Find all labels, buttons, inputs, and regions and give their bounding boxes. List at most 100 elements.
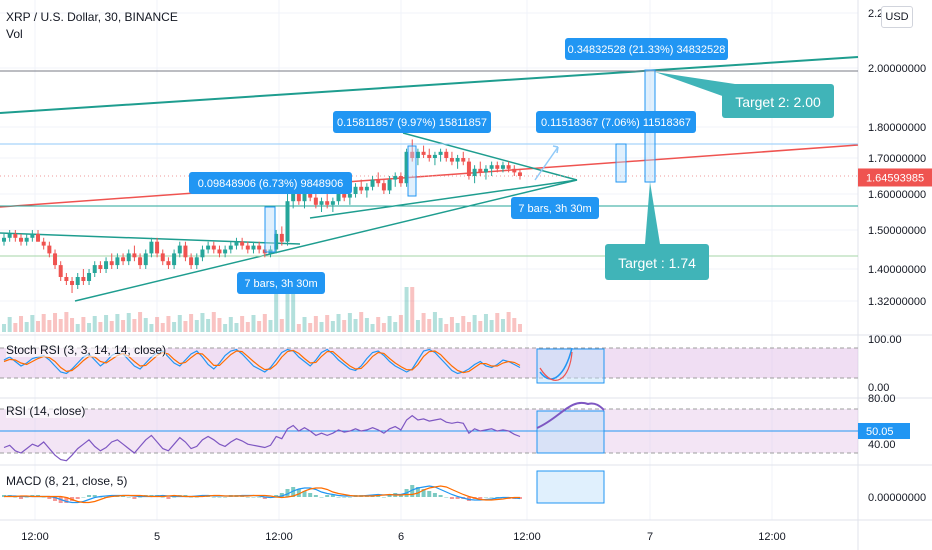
volume-bar <box>81 317 86 332</box>
candles <box>2 139 522 293</box>
currency-button[interactable]: USD <box>881 6 913 28</box>
macd-bar <box>308 493 313 497</box>
volume-bar <box>251 315 256 332</box>
macd-bar <box>194 497 199 498</box>
macd-bar <box>274 495 279 497</box>
candle-body <box>274 233 279 250</box>
macd-bar <box>347 497 352 498</box>
candle-body <box>2 237 6 242</box>
volume-bar <box>506 312 511 332</box>
volume-bar <box>109 321 114 332</box>
price-tick-label: 1.80000000 <box>868 122 926 134</box>
candle-body <box>251 245 256 250</box>
macd-bar <box>81 497 86 498</box>
time-tick-label: 5 <box>154 531 160 543</box>
rsi-axis-value: 50.05 <box>866 426 894 438</box>
rsi-value-badge <box>858 423 910 439</box>
time-axis: 12:00 5 12:00 6 12:00 7 12:00 <box>21 531 786 543</box>
volume-bar <box>194 320 199 332</box>
volume-bar <box>36 321 41 332</box>
volume-bar <box>274 287 279 332</box>
volume-bar <box>478 321 483 332</box>
volume-bar <box>381 323 386 332</box>
volume-bar <box>336 314 341 332</box>
triangle-lower-line <box>74 179 578 302</box>
volume-bar <box>257 321 262 332</box>
candle-body <box>495 165 500 169</box>
volume-bar <box>19 316 24 332</box>
price-tick-label: 1.50000000 <box>868 225 926 237</box>
candle-body <box>177 245 182 254</box>
macd-bar <box>189 497 194 498</box>
callout-3: 0.34832528 (21.33%) 34832528 <box>568 44 726 56</box>
price-tick-label: 2.00000000 <box>868 63 926 75</box>
volume-bar <box>183 321 188 332</box>
pennant-lower-line <box>309 179 578 219</box>
drawings[interactable] <box>0 56 859 302</box>
candle-body <box>245 245 250 250</box>
candle-body <box>70 281 75 285</box>
volume-bar <box>421 313 426 332</box>
candle-body <box>500 165 505 169</box>
volume-bar <box>30 315 35 332</box>
stoch-projection-k <box>539 347 573 380</box>
candle-body <box>206 245 211 250</box>
measure-range-0 <box>264 206 276 253</box>
bars-label-1: 7 bars, 3h 30m <box>518 203 591 215</box>
macd-histogram <box>2 485 522 504</box>
candle-body <box>449 158 454 162</box>
candle-body <box>36 233 41 242</box>
candle-body <box>126 253 131 262</box>
target2-pointer <box>655 72 735 98</box>
candle-body <box>313 197 318 205</box>
volume-bar <box>41 314 46 332</box>
candle-body <box>75 277 80 285</box>
volume-bar <box>138 312 143 332</box>
candle-body <box>472 168 477 176</box>
volume-bar <box>291 287 296 332</box>
macd-label: MACD (8, 21, close, 5) <box>6 474 128 488</box>
volume-bar <box>149 324 154 332</box>
macd-bar <box>421 489 426 497</box>
rsi-line <box>3 414 521 462</box>
candle-body <box>149 241 154 254</box>
volume-bar <box>7 317 12 332</box>
volume-bar <box>245 322 250 332</box>
volume-bar <box>313 316 318 332</box>
candle-body <box>13 233 18 238</box>
stoch-axis-100: 100.00 <box>868 334 902 346</box>
candle-body <box>41 241 46 246</box>
volume-bar <box>172 322 177 332</box>
macd-bar <box>279 493 284 497</box>
rsi-label: RSI (14, close) <box>6 404 86 418</box>
candle-body <box>319 201 324 205</box>
volume-bar <box>427 319 432 332</box>
candle-body <box>489 165 494 169</box>
bars-label-0-box <box>237 272 325 294</box>
measure-range-1 <box>615 143 627 183</box>
annotation-callouts[interactable]: 0.09848906 (6.73%) 9848906 0.15811857 (9.… <box>189 38 834 294</box>
volume-bar <box>177 315 182 332</box>
volume-bar <box>455 323 460 332</box>
callout-0: 0.09848906 (6.73%) 9848906 <box>198 178 344 190</box>
volume-bar <box>364 318 369 332</box>
macd-bar <box>64 497 69 503</box>
time-tick-label: 12:00 <box>758 531 786 543</box>
macd-bar <box>13 497 18 498</box>
candle-body <box>415 151 420 158</box>
macd-bar <box>223 497 228 498</box>
pennant-upper-line <box>402 132 578 181</box>
candle-body <box>138 257 143 266</box>
macd-bar <box>126 497 131 498</box>
candle-body <box>115 257 120 266</box>
volume-bar <box>92 316 97 332</box>
candle-body <box>132 253 137 258</box>
candle-body <box>240 241 245 246</box>
macd-bar <box>342 497 347 498</box>
volume-bar <box>325 315 330 332</box>
candle-body <box>359 186 364 191</box>
macd-bar <box>449 497 454 499</box>
volume-bar <box>189 314 194 332</box>
volume-bar <box>483 314 488 332</box>
